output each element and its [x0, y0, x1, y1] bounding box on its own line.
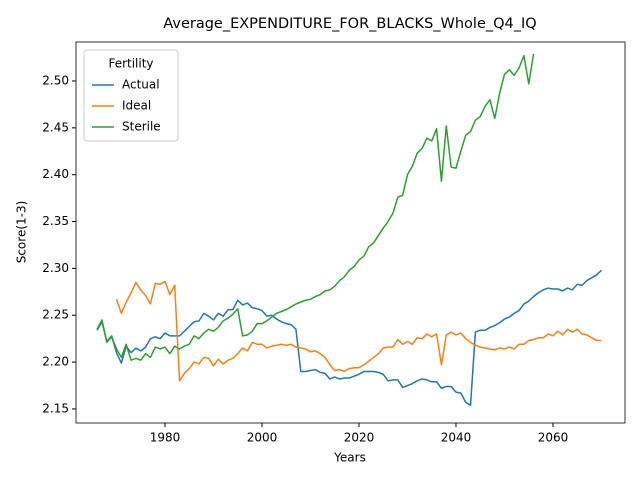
x-axis-label: Years: [333, 451, 366, 465]
legend-label: Actual: [122, 78, 160, 92]
plot-frame: [75, 41, 626, 424]
x-tick-label: 1980: [150, 431, 181, 445]
x-tick-label: 2060: [538, 431, 569, 445]
y-tick-label: 2.15: [42, 401, 69, 415]
legend-label: Sterile: [122, 120, 161, 134]
y-tick-label: 2.25: [42, 308, 69, 322]
y-tick-label: 2.50: [42, 73, 69, 87]
y-tick-label: 2.40: [42, 167, 69, 181]
legend-title: Fertility: [108, 57, 153, 71]
chart-title: Average_EXPENDITURE_FOR_BLACKS_Whole_Q4_…: [163, 16, 536, 32]
y-tick-label: 2.45: [42, 120, 69, 134]
y-tick-label: 2.35: [42, 214, 69, 228]
legend-label: Ideal: [122, 99, 151, 113]
x-tick-label: 2020: [344, 431, 375, 445]
y-tick-label: 2.20: [42, 355, 69, 369]
legend-box: [83, 49, 179, 142]
series-line: [115, 280, 602, 382]
series-line: [96, 269, 603, 406]
x-tick-label: 2040: [441, 431, 472, 445]
series-line: [96, 53, 535, 361]
x-tick-label: 2000: [247, 431, 278, 445]
y-tick-label: 2.30: [42, 261, 69, 275]
y-axis-label: Score(1-3): [15, 201, 29, 264]
